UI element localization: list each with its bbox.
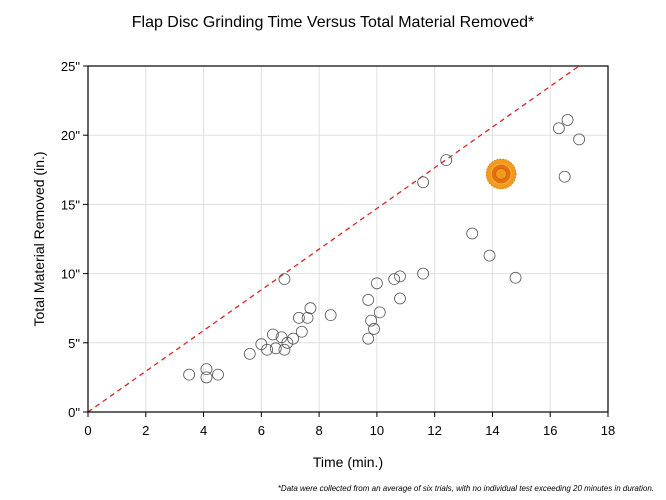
data-point [287, 332, 300, 345]
data-point [417, 176, 430, 189]
data-point [368, 323, 380, 335]
x-tick-label: 8 [315, 423, 322, 438]
data-point [440, 154, 453, 167]
data-point [200, 371, 213, 384]
x-tick-label: 18 [601, 423, 615, 438]
data-point [388, 273, 401, 286]
data-point [552, 122, 565, 135]
data-point [295, 325, 308, 338]
y-tick-label: 25" [61, 59, 80, 74]
data-point [212, 368, 224, 381]
highlighted-point [485, 158, 517, 190]
data-point [365, 314, 378, 327]
data-point [278, 343, 291, 356]
x-tick-label: 10 [370, 423, 384, 438]
x-tick-label: 16 [543, 423, 557, 438]
y-tick-label: 0" [68, 405, 80, 420]
data-point [183, 368, 196, 381]
data-point [394, 292, 406, 305]
data-point [266, 328, 279, 341]
y-tick-label: 5" [68, 336, 80, 351]
grid-lines [88, 66, 608, 412]
data-point [362, 293, 375, 306]
x-tick-label: 14 [485, 423, 499, 438]
x-tick-label: 6 [258, 423, 265, 438]
reference-line [87, 65, 580, 413]
data-point [243, 347, 256, 360]
data-point [362, 332, 375, 345]
data-point [261, 343, 274, 356]
y-tick-label: 10" [61, 267, 80, 282]
data-point [509, 271, 522, 284]
data-point [292, 311, 305, 324]
data-point [324, 309, 337, 322]
x-axis-title: Time (min.) [313, 454, 383, 470]
y-axis-title: Total Material Removed (in.) [31, 151, 47, 326]
data-point [281, 336, 294, 349]
data-point [417, 267, 430, 280]
data-points [183, 114, 586, 384]
chart-title: Flap Disc Grinding Time Versus Total Mat… [131, 14, 535, 31]
data-point [466, 227, 479, 240]
axis-ticks: 0 2 4 6 8 10 12 14 16 18 0" 5" 10" 15" 20" 25" [61, 59, 615, 438]
data-point [394, 270, 406, 283]
data-point [483, 249, 496, 262]
data-point [200, 363, 213, 375]
x-tick-label: 0 [84, 423, 91, 438]
x-tick-label: 2 [142, 423, 149, 438]
data-point [278, 273, 291, 286]
data-point [269, 342, 282, 355]
data-point [304, 302, 317, 315]
reference-line-layer [87, 65, 580, 413]
data-point [573, 133, 586, 146]
data-point [558, 170, 571, 183]
data-point [373, 306, 386, 319]
data-point [370, 277, 383, 290]
plot-frame [87, 65, 609, 413]
x-tick-label: 4 [200, 423, 207, 438]
data-point [301, 311, 314, 324]
data-point [561, 114, 574, 126]
footnote: *Data were collected from an average of … [277, 484, 654, 493]
y-tick-label: 20" [61, 128, 80, 143]
x-tick-label: 12 [427, 423, 441, 438]
y-tick-label: 15" [61, 197, 80, 212]
